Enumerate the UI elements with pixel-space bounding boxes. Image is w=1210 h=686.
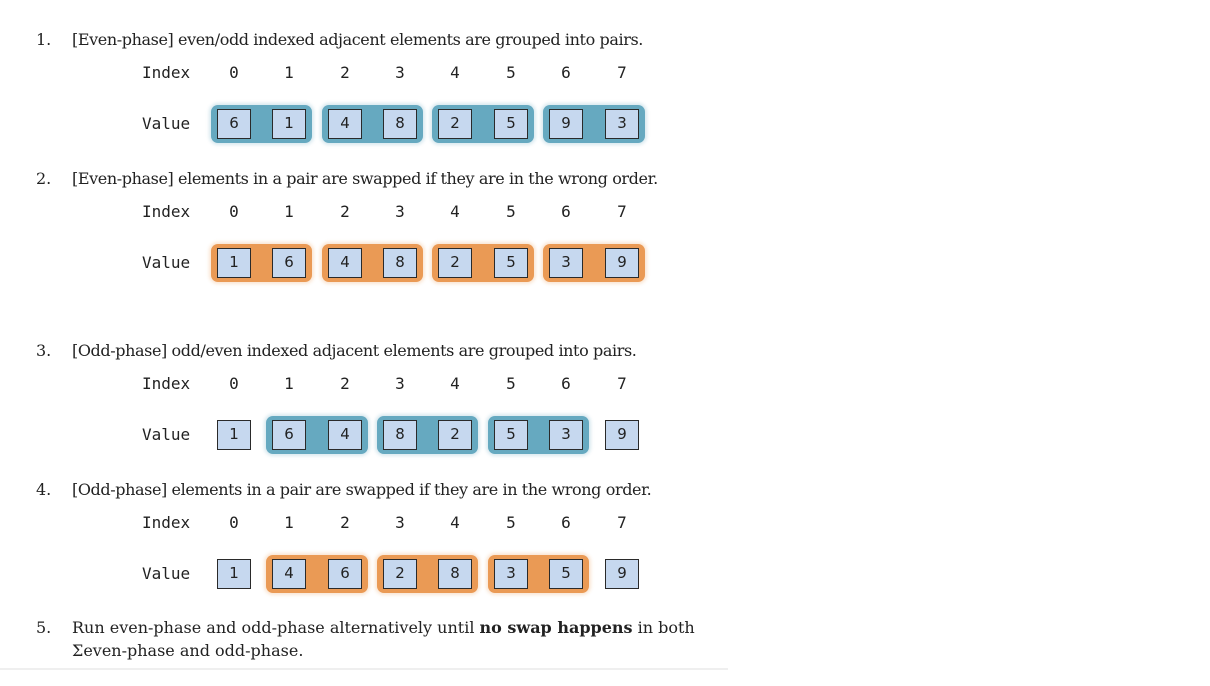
index-number: 3: [395, 202, 405, 221]
step-number: 1.: [36, 30, 52, 49]
value-cell: 1: [217, 420, 251, 450]
value-cell: 4: [272, 559, 306, 589]
index-number: 5: [506, 202, 516, 221]
step-heading: [Odd-phase] elements in a pair are swapp…: [72, 480, 652, 499]
index-number: 1: [284, 202, 294, 221]
page-bottom-edge: [0, 668, 728, 670]
value-cell: 6: [272, 420, 306, 450]
index-number: 4: [450, 374, 460, 393]
index-number: 4: [450, 63, 460, 82]
index-number: 1: [284, 374, 294, 393]
value-cell: 8: [383, 420, 417, 450]
index-number: 3: [395, 513, 405, 532]
value-cell: 3: [494, 559, 528, 589]
value-cell: 5: [494, 420, 528, 450]
index-number: 2: [340, 202, 350, 221]
value-cell: 6: [328, 559, 362, 589]
value-cell: 9: [605, 559, 639, 589]
step-5-text-b: in both: [632, 618, 695, 637]
value-cell: 2: [383, 559, 417, 589]
value-cell: 9: [605, 248, 639, 278]
index-number: 2: [340, 513, 350, 532]
value-cell: 4: [328, 109, 362, 139]
index-number: 6: [561, 63, 571, 82]
value-label: Value: [142, 564, 191, 583]
step-5-line-2: Σeven-phase and odd-phase.: [72, 641, 304, 660]
step-heading: [Odd-phase] odd/even indexed adjacent el…: [72, 341, 637, 360]
index-number: 5: [506, 374, 516, 393]
index-number: 3: [395, 374, 405, 393]
index-number: 2: [340, 63, 350, 82]
value-label: Value: [142, 114, 191, 133]
value-cell: 8: [438, 559, 472, 589]
index-number: 1: [284, 63, 294, 82]
step-5-emphasis: no swap happens: [479, 618, 633, 637]
step-5-line-1: Run even-phase and odd-phase alternative…: [72, 618, 695, 637]
value-cell: 3: [549, 420, 583, 450]
value-label: Value: [142, 253, 191, 272]
value-cell: 6: [217, 109, 251, 139]
value-label: Value: [142, 425, 191, 444]
index-label: Index: [142, 202, 191, 221]
index-number: 5: [506, 513, 516, 532]
index-number: 3: [395, 63, 405, 82]
index-number: 7: [617, 63, 627, 82]
index-label: Index: [142, 374, 191, 393]
index-number: 4: [450, 202, 460, 221]
value-cell: 6: [272, 248, 306, 278]
value-cell: 1: [217, 559, 251, 589]
value-cell: 1: [217, 248, 251, 278]
step-heading: [Even-phase] even/odd indexed adjacent e…: [72, 30, 643, 49]
index-number: 2: [340, 374, 350, 393]
value-cell: 8: [383, 248, 417, 278]
value-cell: 4: [328, 248, 362, 278]
value-cell: 3: [605, 109, 639, 139]
value-cell: 1: [272, 109, 306, 139]
index-number: 6: [561, 202, 571, 221]
value-cell: 5: [494, 109, 528, 139]
value-cell: 5: [494, 248, 528, 278]
index-number: 4: [450, 513, 460, 532]
index-number: 7: [617, 202, 627, 221]
step-number: 3.: [36, 341, 52, 360]
index-number: 0: [229, 63, 239, 82]
step-number: 2.: [36, 169, 52, 188]
value-cell: 9: [549, 109, 583, 139]
index-number: 0: [229, 202, 239, 221]
index-number: 6: [561, 374, 571, 393]
value-cell: 3: [549, 248, 583, 278]
index-number: 7: [617, 513, 627, 532]
value-cell: 8: [383, 109, 417, 139]
index-number: 1: [284, 513, 294, 532]
value-cell: 2: [438, 248, 472, 278]
index-number: 7: [617, 374, 627, 393]
value-cell: 9: [605, 420, 639, 450]
step-number: 4.: [36, 480, 52, 499]
step-heading: [Even-phase] elements in a pair are swap…: [72, 169, 658, 188]
value-cell: 4: [328, 420, 362, 450]
index-number: 6: [561, 513, 571, 532]
index-label: Index: [142, 63, 191, 82]
index-number: 0: [229, 374, 239, 393]
index-number: 0: [229, 513, 239, 532]
index-label: Index: [142, 513, 191, 532]
value-cell: 5: [549, 559, 583, 589]
index-number: 5: [506, 63, 516, 82]
step-5-number: 5.: [36, 618, 52, 637]
value-cell: 2: [438, 420, 472, 450]
value-cell: 2: [438, 109, 472, 139]
step-5-text-a: Run even-phase and odd-phase alternative…: [72, 618, 480, 637]
